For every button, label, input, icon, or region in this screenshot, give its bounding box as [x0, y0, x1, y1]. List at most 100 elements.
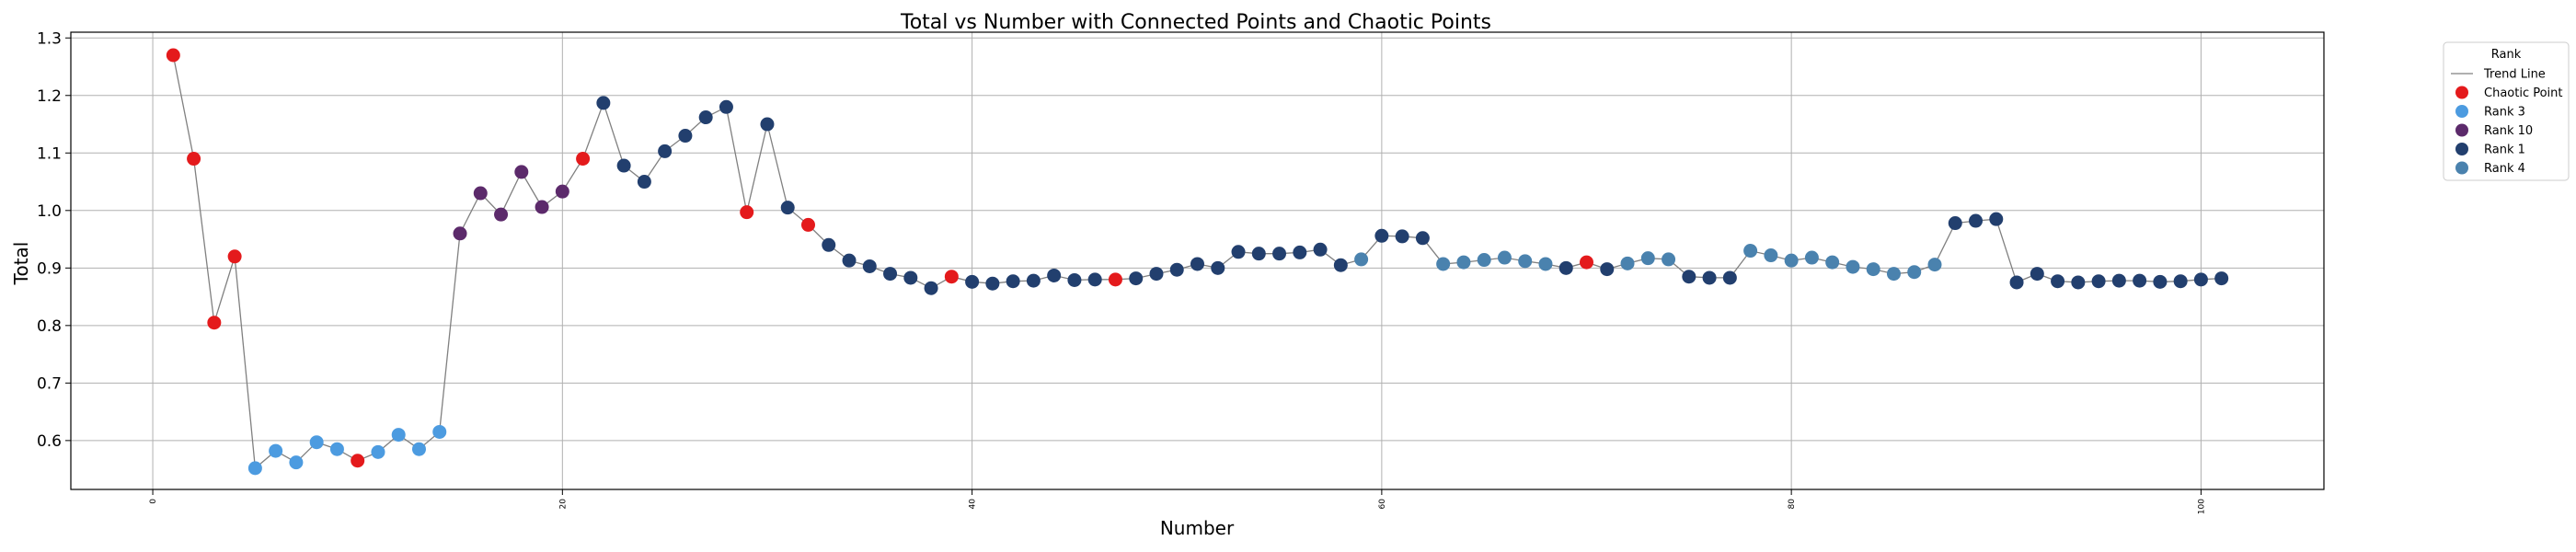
data-point-rank-3	[309, 435, 324, 450]
data-point-chaotic-point	[944, 270, 959, 284]
data-point-chaotic-point	[187, 152, 201, 167]
data-point-rank-10	[453, 226, 467, 241]
data-point-rank-1	[1682, 270, 1696, 284]
data-point-rank-4	[1497, 250, 1512, 265]
y-tick-label: 1.1	[37, 144, 62, 163]
grid	[71, 32, 2324, 489]
y-tick-label: 1.2	[37, 87, 62, 106]
data-point-rank-1	[1149, 267, 1164, 282]
data-point-rank-1	[1558, 260, 1573, 275]
data-point-rank-1	[1211, 260, 1225, 275]
data-point-rank-1	[2051, 274, 2065, 289]
data-point-rank-4	[1846, 259, 1860, 274]
data-point-chaotic-point	[576, 152, 591, 167]
data-point-rank-4	[1886, 267, 1901, 282]
data-point-rank-4	[1436, 257, 1451, 271]
legend-swatch-chaotic-point	[2455, 86, 2468, 99]
data-point-rank-4	[1662, 252, 1676, 267]
data-point-chaotic-point	[1108, 272, 1122, 287]
legend-label-trend-line: Trend Line	[2483, 68, 2546, 82]
plot-frame	[70, 31, 2325, 490]
data-point-rank-1	[1251, 247, 1266, 261]
data-point-rank-1	[1333, 258, 1348, 272]
data-point-rank-1	[924, 281, 938, 295]
data-point-rank-1	[2193, 272, 2208, 287]
data-point-rank-1	[698, 110, 713, 125]
legend-box	[2443, 41, 2570, 181]
data-point-rank-1	[2030, 267, 2044, 282]
data-point-rank-1	[1313, 242, 1328, 257]
legend-title: Rank	[2491, 48, 2522, 62]
data-point-rank-1	[965, 274, 980, 289]
data-point-chaotic-point	[207, 316, 222, 330]
data-point-rank-1	[2009, 275, 2024, 290]
data-point-rank-4	[1518, 254, 1533, 269]
data-point-rank-1	[780, 201, 795, 215]
data-point-rank-4	[1927, 258, 1942, 272]
data-point-rank-10	[473, 186, 488, 201]
y-tick-label: 0.7	[37, 374, 62, 393]
y-tick-label: 0.8	[37, 317, 62, 336]
data-point-rank-1	[883, 267, 898, 282]
data-point-rank-1	[719, 99, 733, 114]
data-point-chaotic-point	[351, 454, 365, 468]
data-point-rank-1	[760, 117, 775, 132]
data-point-rank-1	[1600, 262, 1615, 277]
x-tick-label: 20	[558, 499, 568, 510]
data-point-rank-1	[2173, 274, 2188, 289]
data-point-rank-1	[2071, 275, 2086, 290]
data-point-rank-1	[637, 175, 651, 190]
legend-label-rank-1: Rank 1	[2484, 144, 2525, 157]
data-point-rank-1	[842, 253, 857, 268]
legend-swatch-rank-10	[2455, 123, 2468, 137]
data-point-rank-1	[1169, 262, 1184, 277]
data-point-rank-1	[1374, 228, 1389, 243]
data-point-rank-1	[2153, 274, 2168, 289]
x-tick-label: 60	[1378, 499, 1387, 510]
legend-label-rank-10: Rank 10	[2484, 124, 2533, 138]
x-tick-label: 0	[149, 499, 158, 504]
data-point-rank-4	[1477, 253, 1491, 268]
data-point-rank-1	[1006, 274, 1020, 289]
data-point-rank-4	[1764, 248, 1778, 263]
legend-label-chaotic-point: Chaotic Point	[2484, 86, 2563, 100]
data-point-rank-4	[1825, 255, 1840, 270]
data-point-rank-1	[2214, 271, 2229, 286]
data-point-rank-3	[371, 444, 385, 459]
data-point-rank-10	[555, 184, 569, 199]
data-point-rank-1	[678, 129, 693, 144]
legend-swatch-rank-4	[2455, 161, 2468, 175]
data-point-rank-3	[289, 455, 304, 470]
legend-entries: Trend Line Chaotic Point Rank 3 Rank 10 Rank…	[2451, 68, 2563, 176]
data-point-rank-4	[1784, 253, 1799, 268]
data-point-rank-3	[247, 461, 262, 476]
data-point-rank-1	[1395, 229, 1409, 244]
data-point-rank-4	[1538, 257, 1553, 271]
data-point-chaotic-point	[166, 48, 180, 63]
data-point-rank-1	[1415, 231, 1430, 246]
data-point-rank-1	[1989, 212, 2004, 226]
data-point-rank-4	[1640, 251, 1655, 266]
data-point-rank-1	[1969, 213, 1984, 228]
data-point-rank-4	[1743, 244, 1758, 259]
legend-label-rank-3: Rank 3	[2484, 106, 2525, 120]
y-tick-label: 0.6	[37, 432, 62, 451]
data-point-rank-1	[616, 158, 631, 173]
y-axis-label: Total	[10, 242, 32, 286]
data-point-rank-1	[596, 96, 611, 110]
data-point-chaotic-point	[800, 217, 815, 232]
points-layer	[166, 48, 2229, 476]
data-point-rank-4	[1354, 252, 1369, 267]
data-point-rank-4	[1907, 265, 1922, 280]
data-point-rank-1	[1722, 270, 1737, 285]
data-point-rank-10	[535, 200, 549, 214]
data-point-rank-1	[1067, 272, 1082, 287]
data-point-rank-1	[862, 259, 877, 273]
data-point-chaotic-point	[227, 249, 242, 264]
data-point-rank-3	[432, 424, 447, 439]
data-point-rank-1	[2111, 273, 2126, 288]
data-point-chaotic-point	[740, 205, 754, 220]
y-tick-label: 1.3	[37, 29, 62, 48]
data-point-chaotic-point	[1580, 255, 1594, 270]
legend-swatch-rank-1	[2455, 143, 2468, 155]
